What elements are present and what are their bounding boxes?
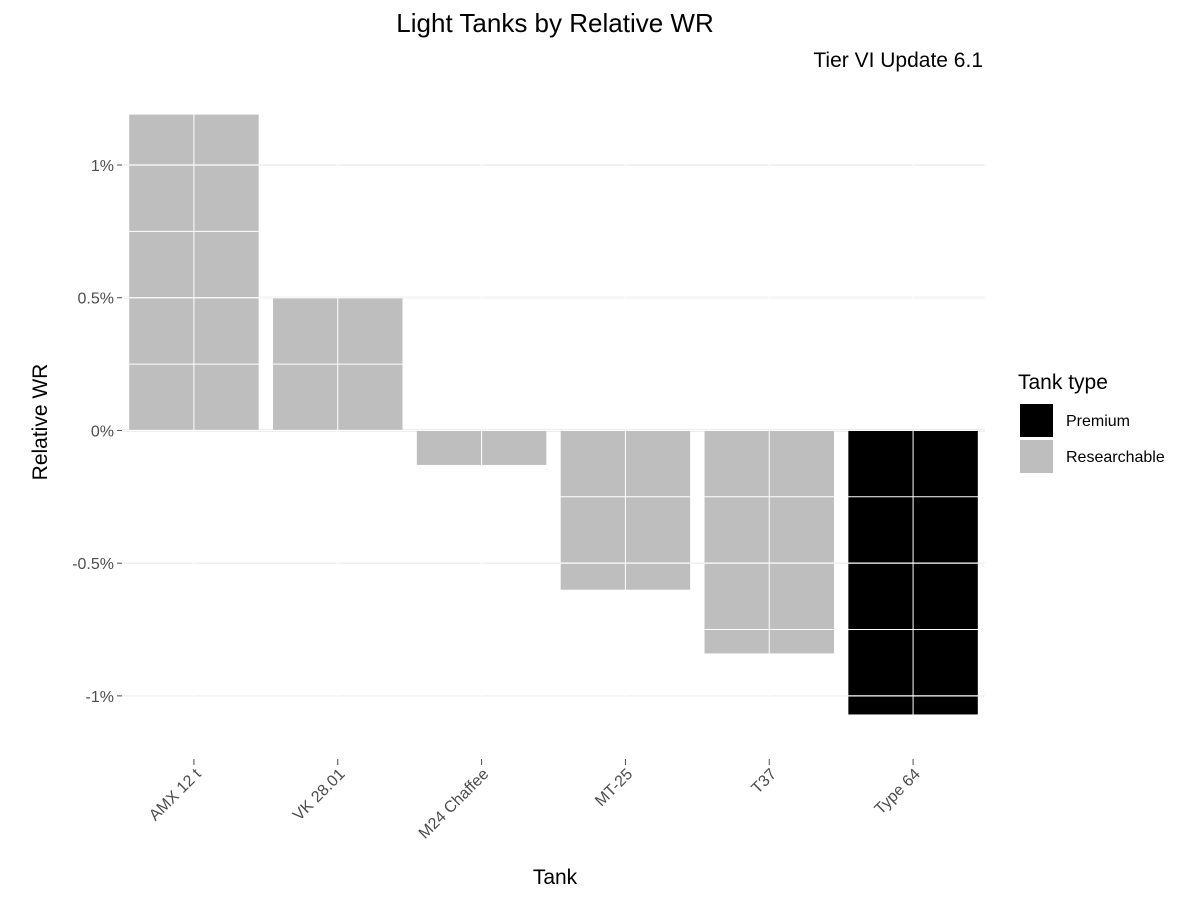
x-tick-label: VK 28.01 (290, 766, 349, 825)
y-axis: 1% 0.5% 0% -0.5% -1% (72, 158, 122, 706)
legend-key (1020, 440, 1053, 473)
x-tick-label: T37 (749, 766, 781, 798)
y-tick-label: -0.5% (72, 556, 114, 573)
legend-label: Researchable (1066, 449, 1165, 466)
y-tick-label: 1% (91, 158, 114, 175)
y-tick-label: -1% (86, 689, 114, 706)
legend: Tank type Premium Researchable (1018, 371, 1165, 473)
x-axis: AMX 12 t VK 28.01 M24 Chaffee MT-25 T37 Type … (146, 759, 924, 842)
x-tick-label: M24 Chaffee (416, 766, 493, 843)
chart-title: Light Tanks by Relative WR (396, 8, 713, 38)
x-tick-label: Type 64 (872, 766, 924, 818)
y-tick-label: 0.5% (78, 291, 114, 308)
x-tick-label: AMX 12 t (146, 765, 205, 824)
legend-title: Tank type (1018, 371, 1108, 394)
chart-subtitle: Tier VI Update 6.1 (813, 49, 983, 72)
x-axis-title: Tank (533, 866, 578, 889)
y-tick-label: 0% (91, 423, 114, 440)
legend-key (1020, 404, 1053, 437)
y-axis-title: Relative WR (29, 364, 52, 481)
x-tick-label: MT-25 (592, 766, 636, 810)
legend-label: Premium (1066, 413, 1130, 430)
